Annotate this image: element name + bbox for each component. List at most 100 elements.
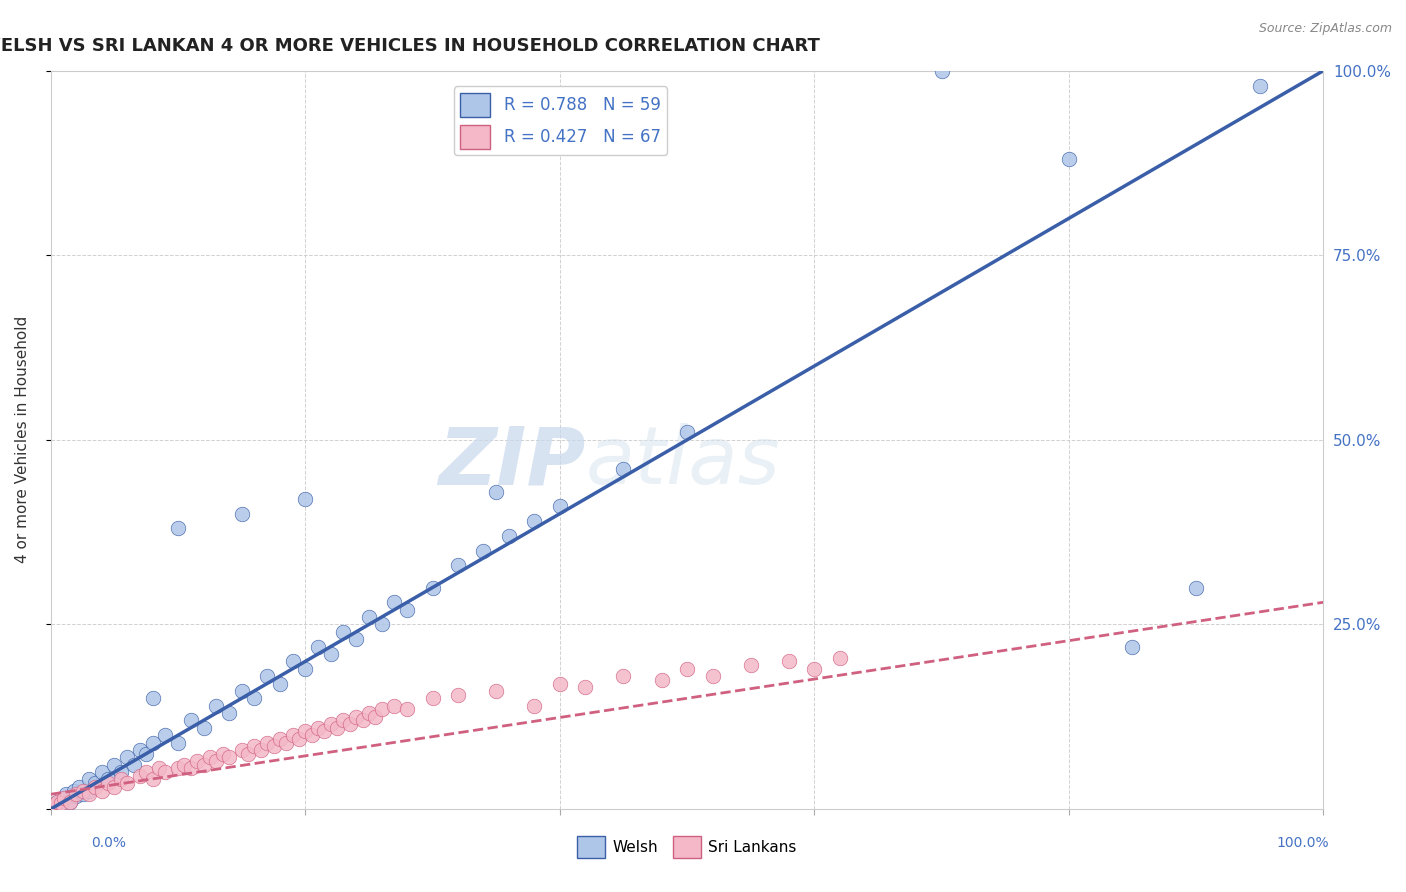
Point (294, 491, 316, 506)
Point (167, 735, 190, 749)
Point (186, 754, 208, 768)
Point (231, 684, 253, 698)
Point (523, 514, 546, 528)
Point (651, 673, 673, 687)
Point (59, 795, 82, 809)
Point (1185, 581, 1208, 595)
Point (307, 640, 329, 654)
Point (256, 735, 278, 749)
Point (370, 617, 392, 632)
Point (129, 743, 152, 757)
Point (193, 721, 215, 735)
Point (447, 558, 470, 573)
Point (46, 795, 69, 809)
Point (281, 654, 304, 668)
Point (44, 798, 66, 813)
Point (485, 484, 508, 499)
Point (236, 747, 259, 761)
Text: 0.0%: 0.0% (91, 836, 127, 850)
Point (103, 780, 125, 794)
Point (180, 761, 202, 775)
Point (67, 780, 90, 794)
Point (115, 750, 138, 764)
Text: 100.0%: 100.0% (1277, 836, 1329, 850)
Point (115, 776, 138, 790)
Point (828, 650, 851, 665)
Point (173, 757, 195, 772)
Point (307, 721, 329, 735)
Point (243, 691, 266, 706)
Point (110, 765, 132, 780)
Point (180, 714, 202, 728)
Point (319, 717, 342, 731)
Point (803, 662, 825, 676)
Point (167, 521, 190, 535)
Point (740, 658, 762, 673)
Point (339, 717, 361, 731)
Point (357, 706, 380, 720)
Point (249, 743, 271, 757)
Point (155, 728, 177, 742)
Point (1057, 153, 1080, 167)
Point (205, 754, 228, 768)
Legend: R = 0.788   N = 59, R = 0.427   N = 67: R = 0.788 N = 59, R = 0.427 N = 67 (454, 87, 668, 155)
Point (198, 750, 221, 764)
Point (65, 787, 87, 801)
Text: ZIP: ZIP (437, 423, 585, 501)
Point (205, 698, 228, 713)
Point (103, 757, 125, 772)
Point (612, 669, 634, 683)
Point (155, 765, 177, 780)
Point (110, 772, 132, 787)
Point (332, 714, 354, 728)
Point (142, 772, 165, 787)
Point (523, 698, 546, 713)
Point (62, 783, 84, 797)
Point (256, 669, 278, 683)
Point (931, 63, 953, 78)
Point (231, 743, 253, 757)
Point (193, 757, 215, 772)
Point (90, 783, 112, 797)
Point (65, 789, 87, 803)
Point (384, 595, 406, 609)
Point (276, 735, 298, 749)
Point (142, 735, 165, 749)
Point (676, 425, 699, 440)
Point (84, 780, 107, 794)
Point (319, 647, 342, 661)
Point (90, 765, 112, 780)
Point (52, 791, 75, 805)
Point (269, 731, 291, 746)
Point (52, 791, 75, 805)
Point (211, 747, 233, 761)
Point (1121, 640, 1143, 654)
Point (676, 662, 699, 676)
Point (396, 602, 419, 616)
Point (77, 787, 100, 801)
Point (44, 798, 66, 813)
Point (135, 765, 157, 780)
Point (472, 543, 495, 558)
Point (77, 772, 100, 787)
Point (1249, 78, 1271, 93)
Point (72, 787, 94, 801)
Point (263, 739, 285, 754)
Point (485, 684, 508, 698)
Point (498, 529, 520, 543)
Point (49, 796, 72, 810)
Point (352, 714, 374, 728)
Point (281, 728, 304, 742)
Point (49, 796, 72, 810)
Point (84, 776, 107, 790)
Point (396, 702, 419, 716)
Text: Source: ZipAtlas.com: Source: ZipAtlas.com (1258, 22, 1392, 36)
Point (702, 669, 724, 683)
Point (129, 769, 152, 783)
Point (301, 728, 323, 742)
Point (370, 702, 392, 716)
Point (548, 500, 571, 514)
Point (231, 507, 253, 521)
Point (422, 581, 444, 595)
Point (135, 747, 157, 761)
